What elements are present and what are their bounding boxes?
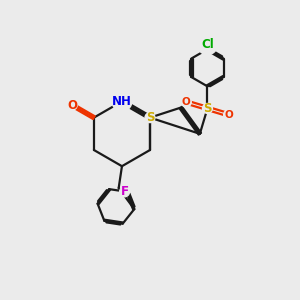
Circle shape: [145, 113, 155, 123]
Text: F: F: [121, 185, 128, 198]
Circle shape: [67, 100, 77, 110]
Text: O: O: [67, 99, 77, 112]
Circle shape: [224, 110, 234, 120]
Circle shape: [120, 187, 130, 197]
Text: S: S: [146, 111, 154, 124]
Circle shape: [202, 103, 212, 113]
Text: Cl: Cl: [201, 38, 214, 51]
Text: O: O: [224, 110, 233, 120]
Text: NH: NH: [112, 95, 132, 108]
Text: O: O: [182, 97, 191, 107]
Circle shape: [182, 97, 191, 107]
Circle shape: [112, 92, 132, 111]
Circle shape: [198, 35, 217, 55]
Text: S: S: [203, 102, 212, 115]
